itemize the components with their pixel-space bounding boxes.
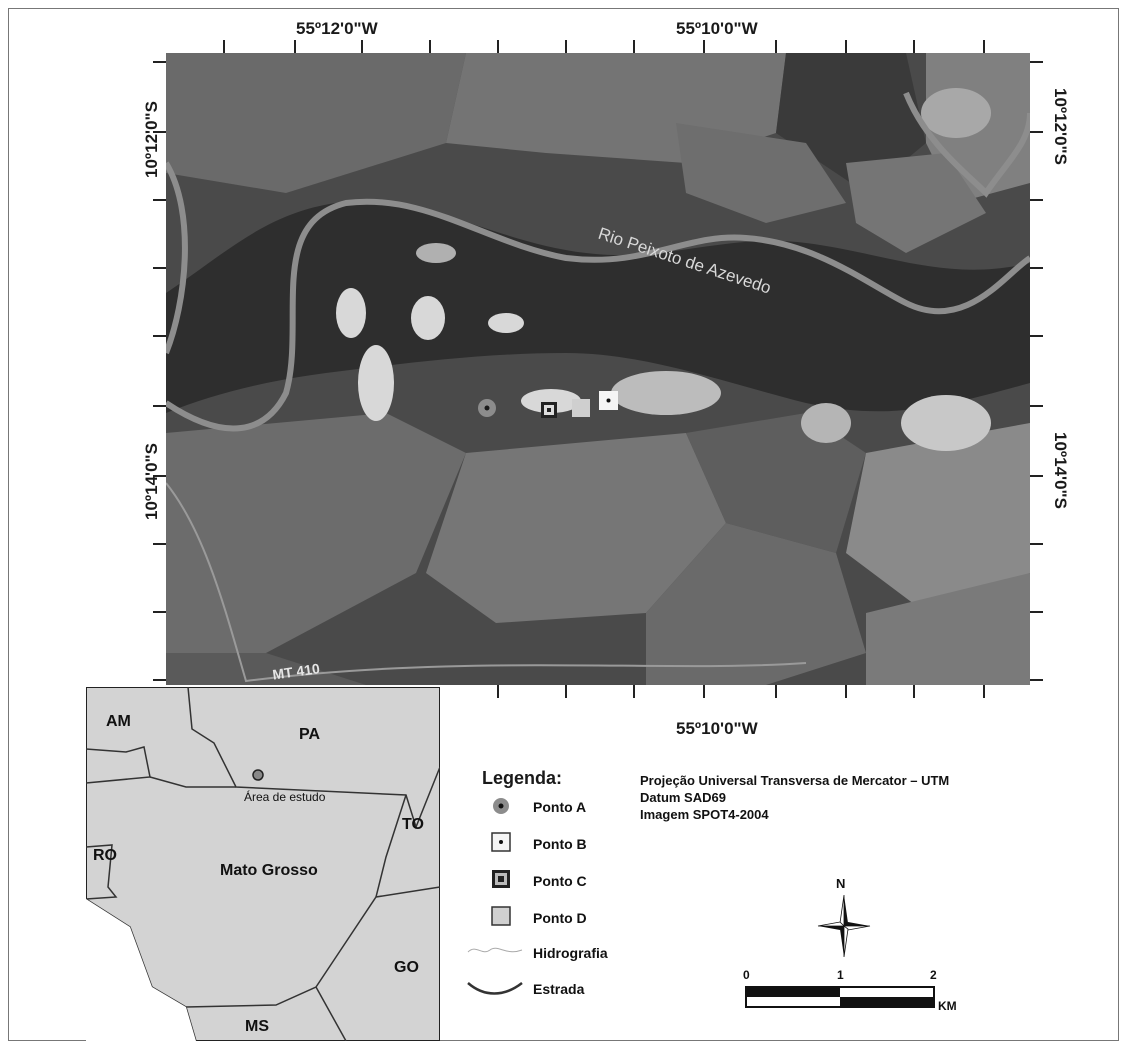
state-label-ms: MS [245, 1018, 269, 1035]
legend-item-hidrografia: Hidrografia [533, 945, 608, 961]
clearings [336, 88, 991, 451]
state-label-go: GO [394, 959, 419, 976]
main-state-label: Mato Grosso [220, 862, 318, 879]
circle-dot-icon [493, 798, 509, 814]
ponto-d-marker [572, 399, 590, 417]
north-arrow-icon [817, 894, 871, 958]
river-line [166, 91, 1030, 432]
scale-unit: KM [938, 999, 957, 1013]
square-dot-icon [491, 832, 511, 852]
lower-fields [166, 413, 1030, 685]
state-label-pa: PA [299, 726, 321, 743]
scale-bar [745, 986, 935, 1008]
projection-line-3: Imagem SPOT4-2004 [640, 807, 769, 822]
legend-title: Legenda: [482, 768, 563, 788]
square-filled-icon [491, 906, 511, 926]
top-longitude-label-2: 55º10'0"W [676, 19, 758, 38]
study-area-marker [252, 769, 264, 781]
hydrography-line-icon [467, 947, 523, 953]
projection-line-1: Projeção Universal Transversa de Mercato… [640, 773, 950, 788]
legend-item-estrada: Estrada [533, 981, 585, 997]
scale-tick-0: 0 [743, 968, 750, 982]
projection-info: Projeção Universal Transversa de Mercato… [640, 772, 949, 823]
legend-item-ponto-d: Ponto D [533, 910, 587, 926]
legend-item-ponto-b: Ponto B [533, 836, 587, 852]
sample-points [478, 391, 618, 418]
map-frame [8, 8, 1119, 1041]
square-concentric-icon [492, 870, 510, 888]
inset-map [86, 687, 440, 1041]
legend-item-ponto-a: Ponto A [533, 799, 587, 815]
projection-line-2: Datum SAD69 [640, 790, 726, 805]
scale-tick-1: 1 [837, 968, 844, 982]
road-line-icon [467, 982, 523, 995]
road-name-label: MT 410 [271, 660, 320, 682]
north-label: N [836, 876, 846, 891]
road-line [166, 482, 807, 683]
state-label-am: AM [106, 713, 131, 730]
upper-fields [166, 53, 1030, 253]
study-area-label: Área de estudo [244, 790, 326, 804]
bottom-longitude-label: 55º10'0"W [676, 719, 758, 738]
scale-tick-2: 2 [930, 968, 937, 982]
state-label-ro: RO [93, 847, 117, 864]
satellite-image: Rio Peixoto de Azevedo MT 410 [166, 53, 1030, 685]
legend-item-ponto-c: Ponto C [533, 873, 587, 889]
state-label-to: TO [402, 816, 424, 833]
top-longitude-label-1: 55º12'0"W [296, 19, 378, 38]
